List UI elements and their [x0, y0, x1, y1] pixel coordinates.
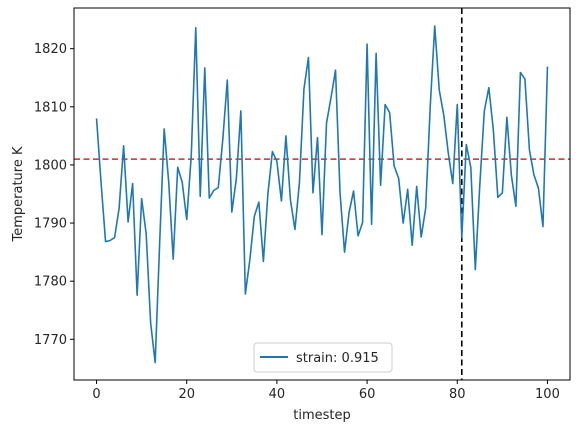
- y-tick-label: 1780: [34, 275, 67, 290]
- x-tick-label: 0: [92, 387, 100, 402]
- x-tick-label: 60: [359, 387, 376, 402]
- x-tick-label: 40: [269, 387, 286, 402]
- x-tick-label: 80: [449, 387, 466, 402]
- y-axis-label: Temperature K: [11, 146, 26, 242]
- y-tick-label: 1810: [34, 100, 67, 115]
- legend-box: [253, 342, 393, 373]
- axes-frame: [73, 7, 571, 381]
- legend: strain: 0.915: [253, 342, 393, 373]
- y-tick-label: 1820: [34, 42, 67, 57]
- reference-lines: [74, 8, 570, 380]
- y-axis: 1770 1780 1790 1800 1810 1820: [34, 42, 74, 348]
- x-axis-label: timestep: [293, 408, 351, 423]
- x-tick-label: 100: [535, 387, 560, 402]
- series-line: [95, 25, 549, 364]
- series-layer: [95, 25, 549, 364]
- x-tick-label: 20: [178, 387, 195, 402]
- x-axis: 0 20 40 60 80 100: [92, 380, 560, 402]
- y-tick-label: 1790: [34, 217, 67, 232]
- y-tick-label: 1800: [34, 158, 67, 173]
- legend-label: strain: 0.915: [296, 351, 379, 366]
- y-tick-label: 1770: [34, 333, 67, 348]
